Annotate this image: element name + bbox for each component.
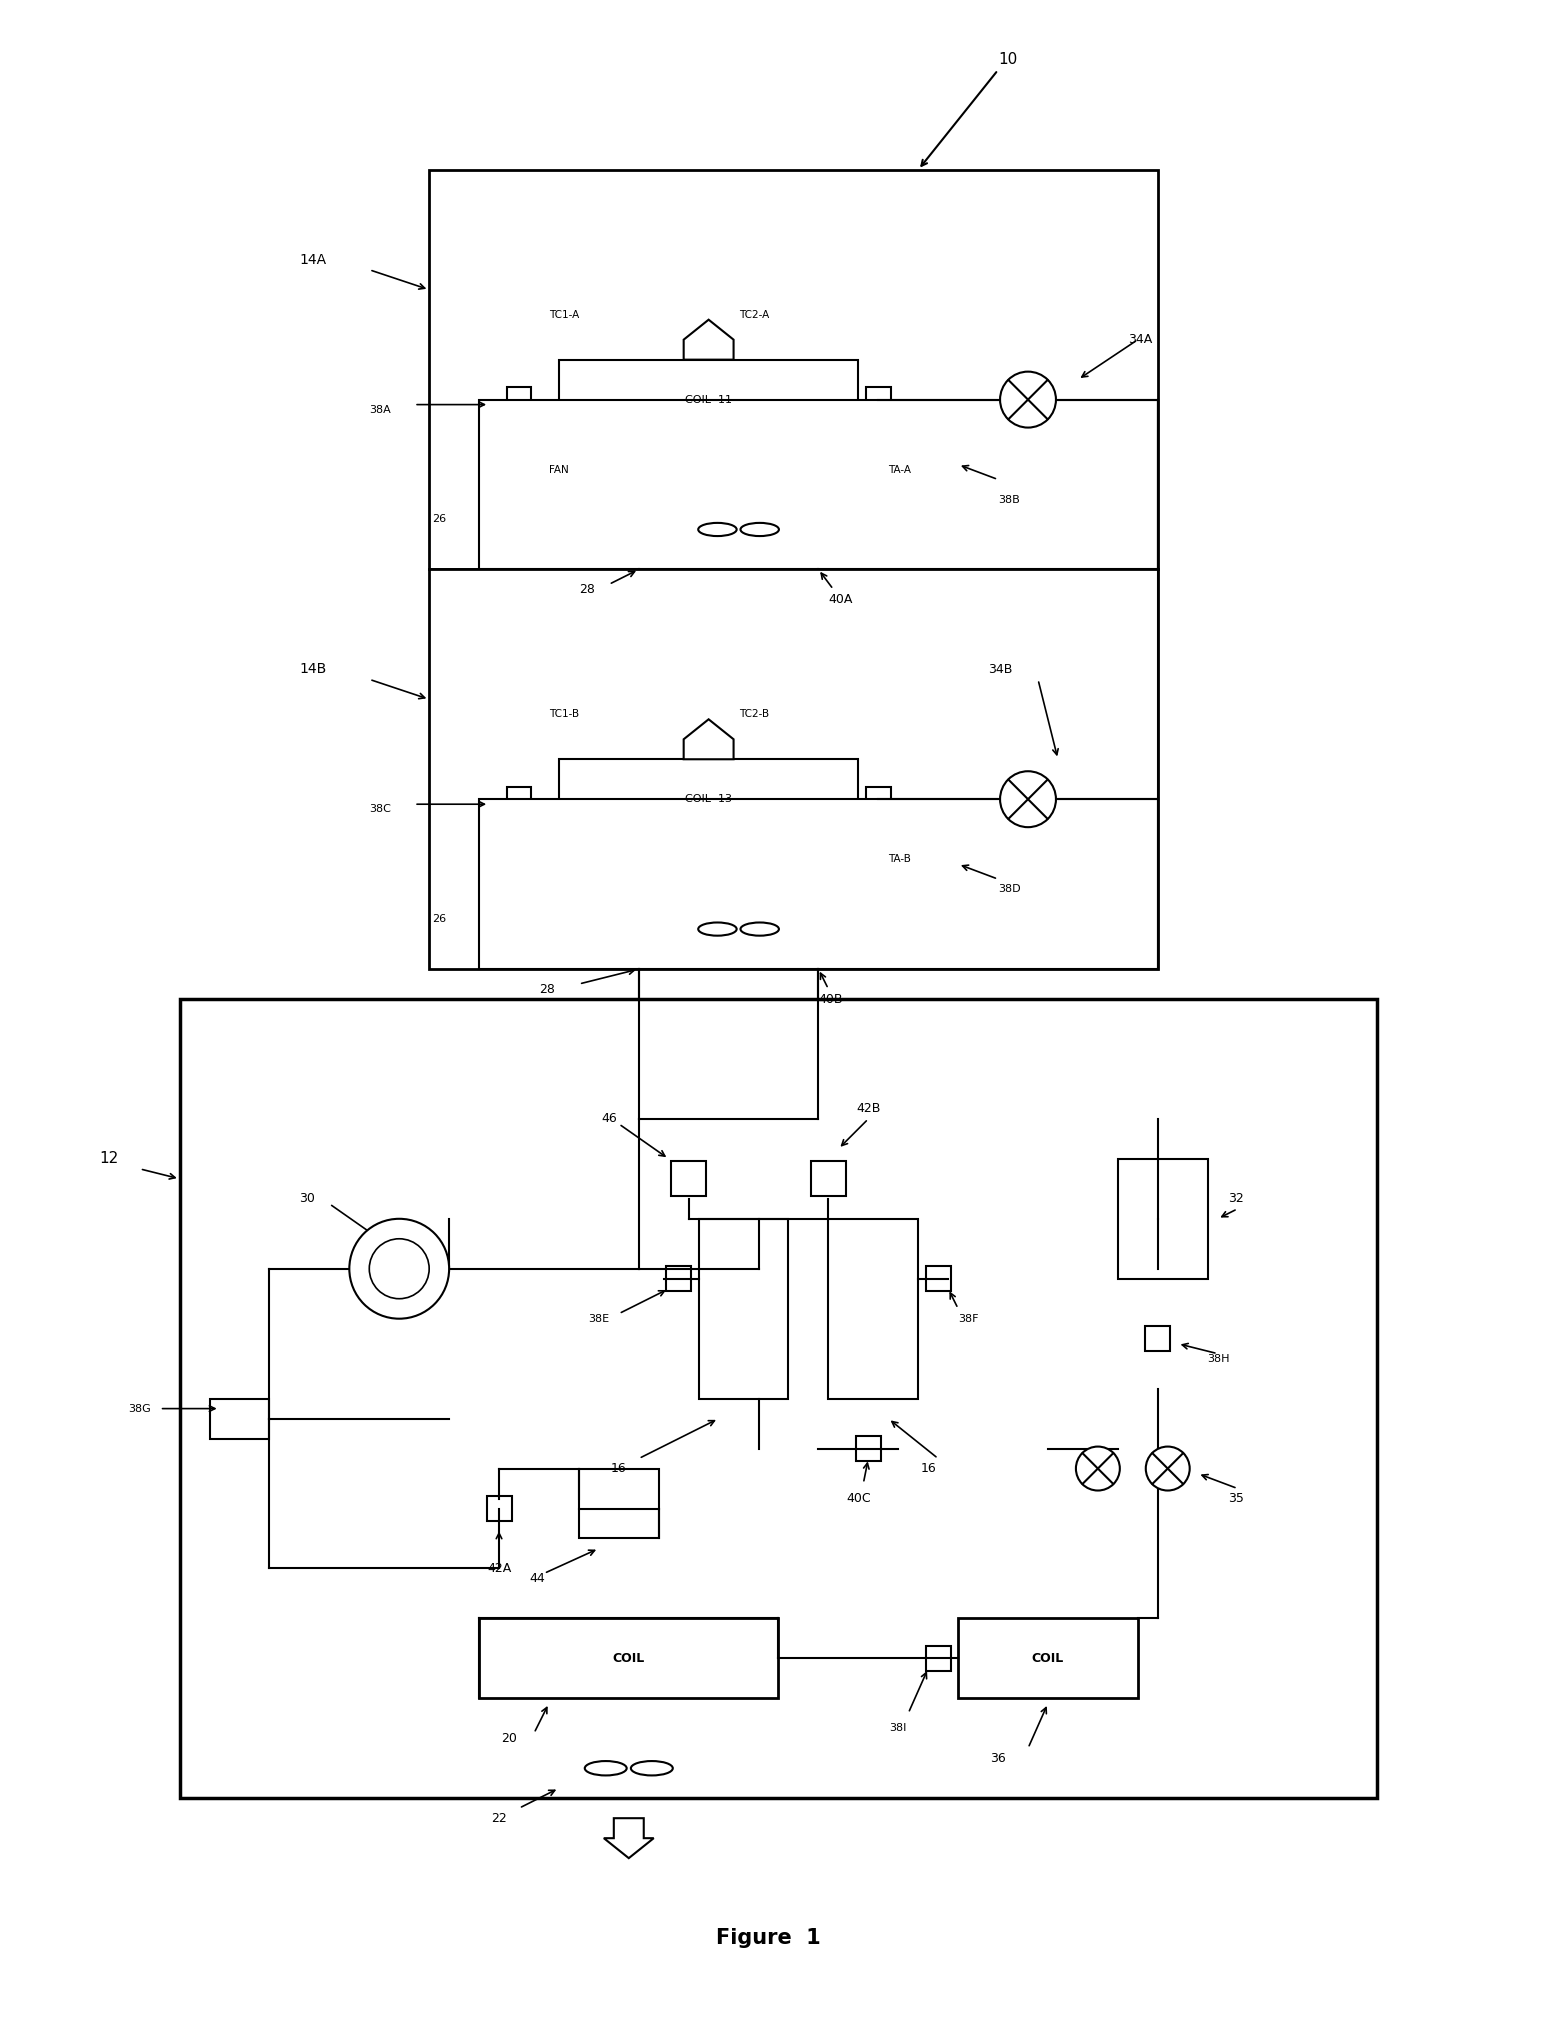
Bar — [429, 170, 1157, 569]
Text: 12: 12 — [101, 1152, 119, 1166]
Text: 22: 22 — [490, 1812, 507, 1824]
Bar — [209, 1398, 269, 1439]
Text: 32: 32 — [1228, 1193, 1244, 1205]
Text: 26: 26 — [432, 914, 446, 924]
Text: TC1-A: TC1-A — [549, 309, 579, 319]
Text: 38I: 38I — [890, 1723, 907, 1733]
Bar — [699, 1219, 789, 1398]
Text: 40A: 40A — [828, 593, 852, 605]
Bar — [811, 1160, 846, 1197]
Bar — [487, 1495, 512, 1522]
Text: 40C: 40C — [846, 1491, 871, 1505]
Bar — [866, 387, 891, 412]
Bar — [480, 799, 1157, 969]
Text: COIL: COIL — [1032, 1653, 1064, 1665]
Bar — [958, 1618, 1137, 1699]
Circle shape — [350, 1219, 449, 1318]
Text: 28: 28 — [538, 983, 555, 995]
FancyArrow shape — [684, 319, 733, 359]
Text: 36: 36 — [990, 1752, 1006, 1766]
Text: 44: 44 — [529, 1572, 545, 1584]
Bar — [558, 759, 859, 839]
Text: 38D: 38D — [998, 884, 1021, 894]
Text: 20: 20 — [501, 1731, 517, 1746]
Ellipse shape — [585, 1762, 627, 1776]
Text: COIL  11: COIL 11 — [685, 396, 732, 404]
Text: 26: 26 — [432, 515, 446, 525]
Bar — [866, 787, 891, 811]
Text: 14A: 14A — [300, 252, 326, 266]
Circle shape — [999, 771, 1057, 827]
Text: 30: 30 — [300, 1193, 316, 1205]
Ellipse shape — [631, 1762, 673, 1776]
Bar — [558, 359, 859, 440]
Bar — [828, 1219, 919, 1398]
Text: 38G: 38G — [128, 1405, 152, 1413]
FancyArrow shape — [684, 718, 733, 759]
Text: FAN: FAN — [549, 464, 569, 474]
Text: COIL  13: COIL 13 — [685, 795, 732, 805]
Circle shape — [1075, 1447, 1120, 1491]
Text: 28: 28 — [579, 583, 594, 595]
FancyArrow shape — [603, 1818, 654, 1859]
Bar — [925, 1265, 951, 1292]
Ellipse shape — [698, 922, 736, 936]
Bar — [429, 569, 1157, 969]
Bar — [506, 387, 532, 412]
Text: TC1-B: TC1-B — [549, 708, 579, 718]
Bar — [1145, 1326, 1170, 1352]
Text: TC2-B: TC2-B — [738, 708, 769, 718]
Text: 38H: 38H — [1208, 1354, 1230, 1364]
Text: 38C: 38C — [370, 805, 391, 813]
Text: 10: 10 — [998, 52, 1018, 67]
Text: 14B: 14B — [300, 662, 326, 676]
Text: COIL: COIL — [613, 1653, 645, 1665]
Text: 34B: 34B — [989, 662, 1012, 676]
Text: 16: 16 — [920, 1463, 936, 1475]
Circle shape — [999, 371, 1057, 428]
Text: 38E: 38E — [588, 1314, 610, 1324]
Text: TC2-A: TC2-A — [738, 309, 769, 319]
Text: 38F: 38F — [958, 1314, 979, 1324]
Bar — [925, 1647, 951, 1671]
Text: TA-A: TA-A — [888, 464, 911, 474]
Circle shape — [370, 1239, 429, 1300]
Bar — [855, 1437, 880, 1461]
Text: 40B: 40B — [818, 993, 843, 1005]
Bar — [671, 1160, 705, 1197]
Text: 46: 46 — [600, 1112, 617, 1126]
Bar — [1118, 1158, 1208, 1279]
Text: 42A: 42A — [487, 1562, 511, 1574]
Text: 16: 16 — [611, 1463, 627, 1475]
Bar — [579, 1469, 659, 1538]
Text: 42B: 42B — [855, 1102, 880, 1116]
Text: 38A: 38A — [370, 404, 391, 414]
Ellipse shape — [741, 922, 780, 936]
Bar — [480, 1618, 778, 1699]
Bar — [667, 1265, 692, 1292]
Ellipse shape — [698, 523, 736, 537]
Text: Figure  1: Figure 1 — [716, 1927, 821, 1947]
Bar — [506, 787, 532, 811]
Text: 35: 35 — [1228, 1491, 1244, 1505]
Text: 38B: 38B — [998, 494, 1019, 504]
Bar — [480, 400, 1157, 569]
Circle shape — [1146, 1447, 1190, 1491]
Bar — [179, 999, 1377, 1798]
Text: 34A: 34A — [1128, 333, 1153, 347]
Ellipse shape — [741, 523, 780, 537]
Text: TA-B: TA-B — [888, 854, 911, 864]
